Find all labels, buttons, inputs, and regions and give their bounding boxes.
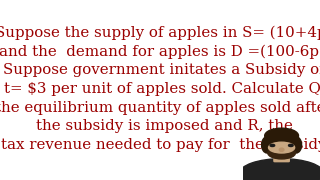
Ellipse shape xyxy=(279,148,284,151)
Ellipse shape xyxy=(291,137,301,153)
Ellipse shape xyxy=(266,134,298,159)
Text: the equilibrium quantity of apples sold after: the equilibrium quantity of apples sold … xyxy=(0,101,320,115)
Ellipse shape xyxy=(289,144,293,147)
Ellipse shape xyxy=(265,128,299,143)
Text: Suppose government initates a Subsidy of: Suppose government initates a Subsidy of xyxy=(3,63,320,77)
Ellipse shape xyxy=(262,137,272,153)
Text: t= $3 per unit of apples sold. Calculate Q,: t= $3 per unit of apples sold. Calculate… xyxy=(4,82,320,96)
Text: Suppose the supply of apples in S= (10+4p): Suppose the supply of apples in S= (10+4… xyxy=(0,26,320,40)
Ellipse shape xyxy=(268,147,295,159)
Text: the subsidy is imposed and R, the: the subsidy is imposed and R, the xyxy=(36,119,292,133)
Text: and the  demand for apples is D =(100-6p).: and the demand for apples is D =(100-6p)… xyxy=(0,44,320,59)
Ellipse shape xyxy=(239,159,320,180)
Text: tax revenue needed to pay for  the subsidy: tax revenue needed to pay for the subsid… xyxy=(1,138,320,152)
Ellipse shape xyxy=(268,142,295,153)
FancyBboxPatch shape xyxy=(274,152,289,162)
Ellipse shape xyxy=(270,144,275,147)
